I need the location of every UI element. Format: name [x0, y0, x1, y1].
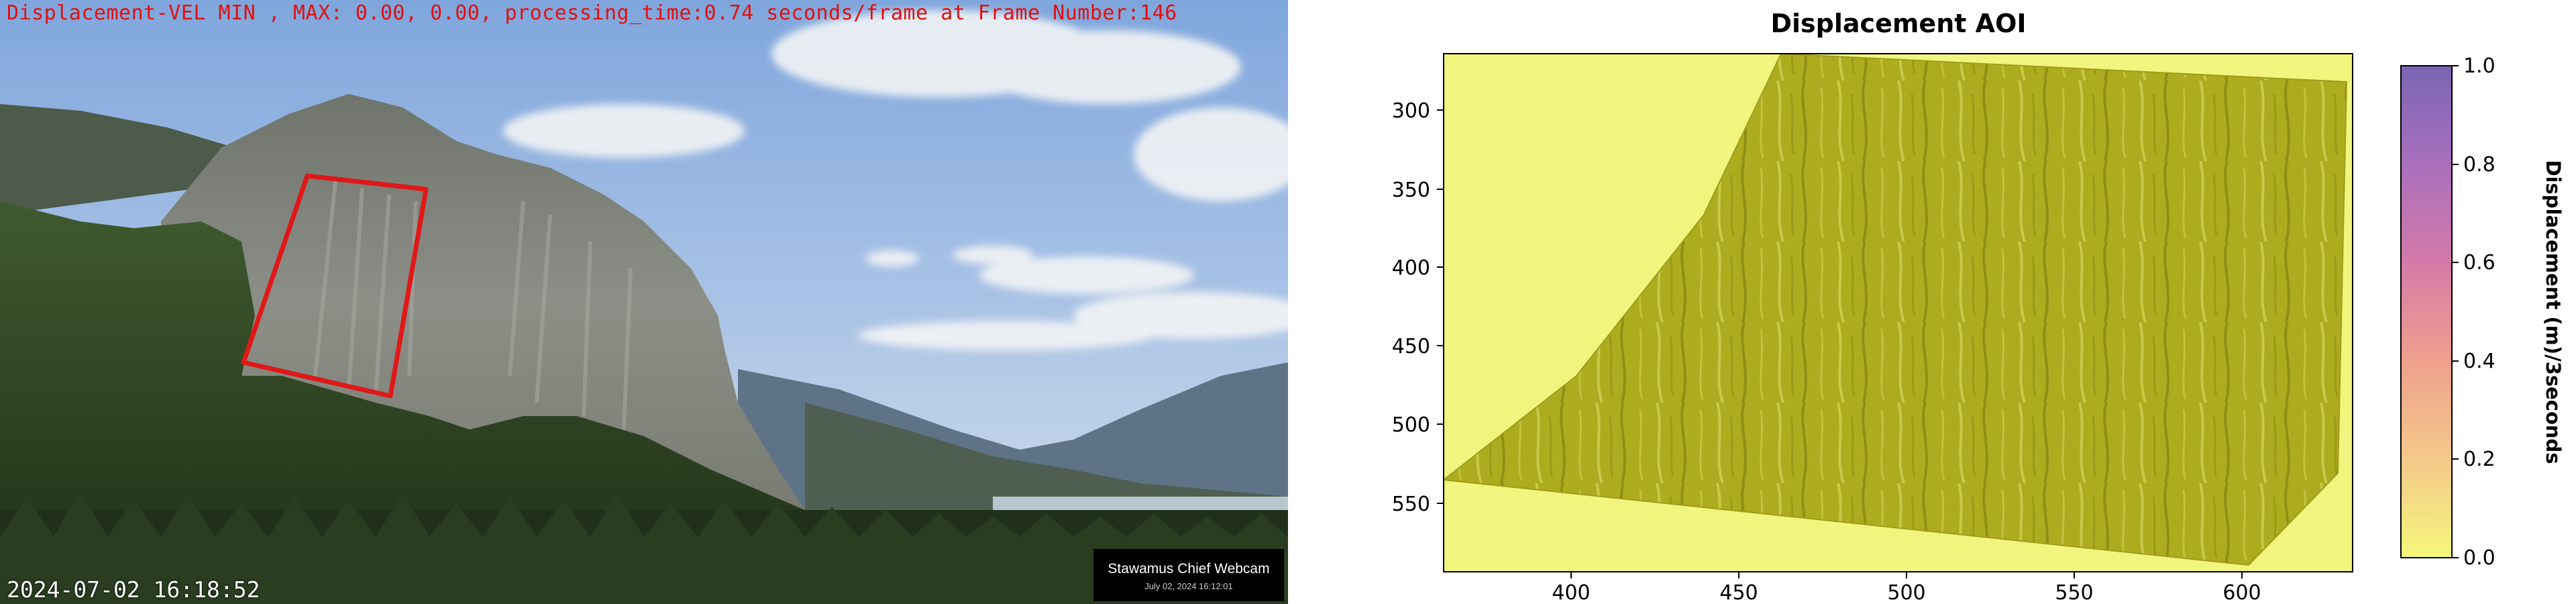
x-tick-label: 550 [2055, 581, 2093, 604]
webcam-frame: Displacement-VEL MIN , MAX: 0.00, 0.00, … [0, 0, 1288, 604]
x-tick-label: 400 [1552, 581, 1590, 604]
x-tick-label: 600 [2222, 581, 2261, 604]
y-tick-label: 400 [1392, 256, 1430, 280]
displacement-surface [1444, 54, 2347, 565]
y-tick-label: 450 [1392, 335, 1430, 358]
colorbar-tick-label: 0.8 [2463, 153, 2496, 177]
colorbar-tick-label: 0.6 [2463, 251, 2496, 274]
y-tick-label: 300 [1392, 99, 1430, 123]
webcam-image [0, 0, 1288, 604]
displacement-plot-panel: Displacement AOI 300 350 400 450 500 550… [1288, 0, 2576, 604]
webcam-badge: Stawamus Chief Webcam July 02, 2024 16:1… [1093, 549, 1284, 601]
y-tick-label: 550 [1392, 493, 1430, 516]
roi-polygon [241, 173, 429, 399]
y-axis: 300 350 400 450 500 550 [1392, 99, 1444, 516]
x-tick-label: 500 [1887, 581, 1925, 604]
colorbar-tick-label: 0.4 [2463, 350, 2496, 373]
plot-title: Displacement AOI [1770, 9, 2026, 38]
colorbar-axis: 0.0 0.2 0.4 0.6 0.8 1.0 [2452, 54, 2496, 570]
y-tick-label: 350 [1392, 179, 1430, 202]
colorbar-tick-label: 1.0 [2463, 54, 2496, 78]
displacement-status-overlay: Displacement-VEL MIN , MAX: 0.00, 0.00, … [7, 1, 1177, 25]
colorbar-tick-label: 0.0 [2463, 546, 2496, 570]
x-tick-label: 450 [1719, 581, 1758, 604]
webcam-badge-date: July 02, 2024 16:12:01 [1144, 581, 1233, 591]
y-tick-label: 500 [1392, 413, 1430, 437]
colorbar-tick-label: 0.2 [2463, 448, 2496, 471]
webcam-badge-title: Stawamus Chief Webcam [1108, 561, 1270, 576]
frame-timestamp: 2024-07-02 16:18:52 [7, 576, 260, 603]
displacement-plot: Displacement AOI 300 350 400 450 500 550… [1392, 9, 2565, 604]
x-axis: 400 450 500 550 600 [1552, 572, 2261, 604]
colorbar [2400, 65, 2453, 558]
colorbar-label: Displacement (m)/3seconds [2542, 160, 2565, 464]
